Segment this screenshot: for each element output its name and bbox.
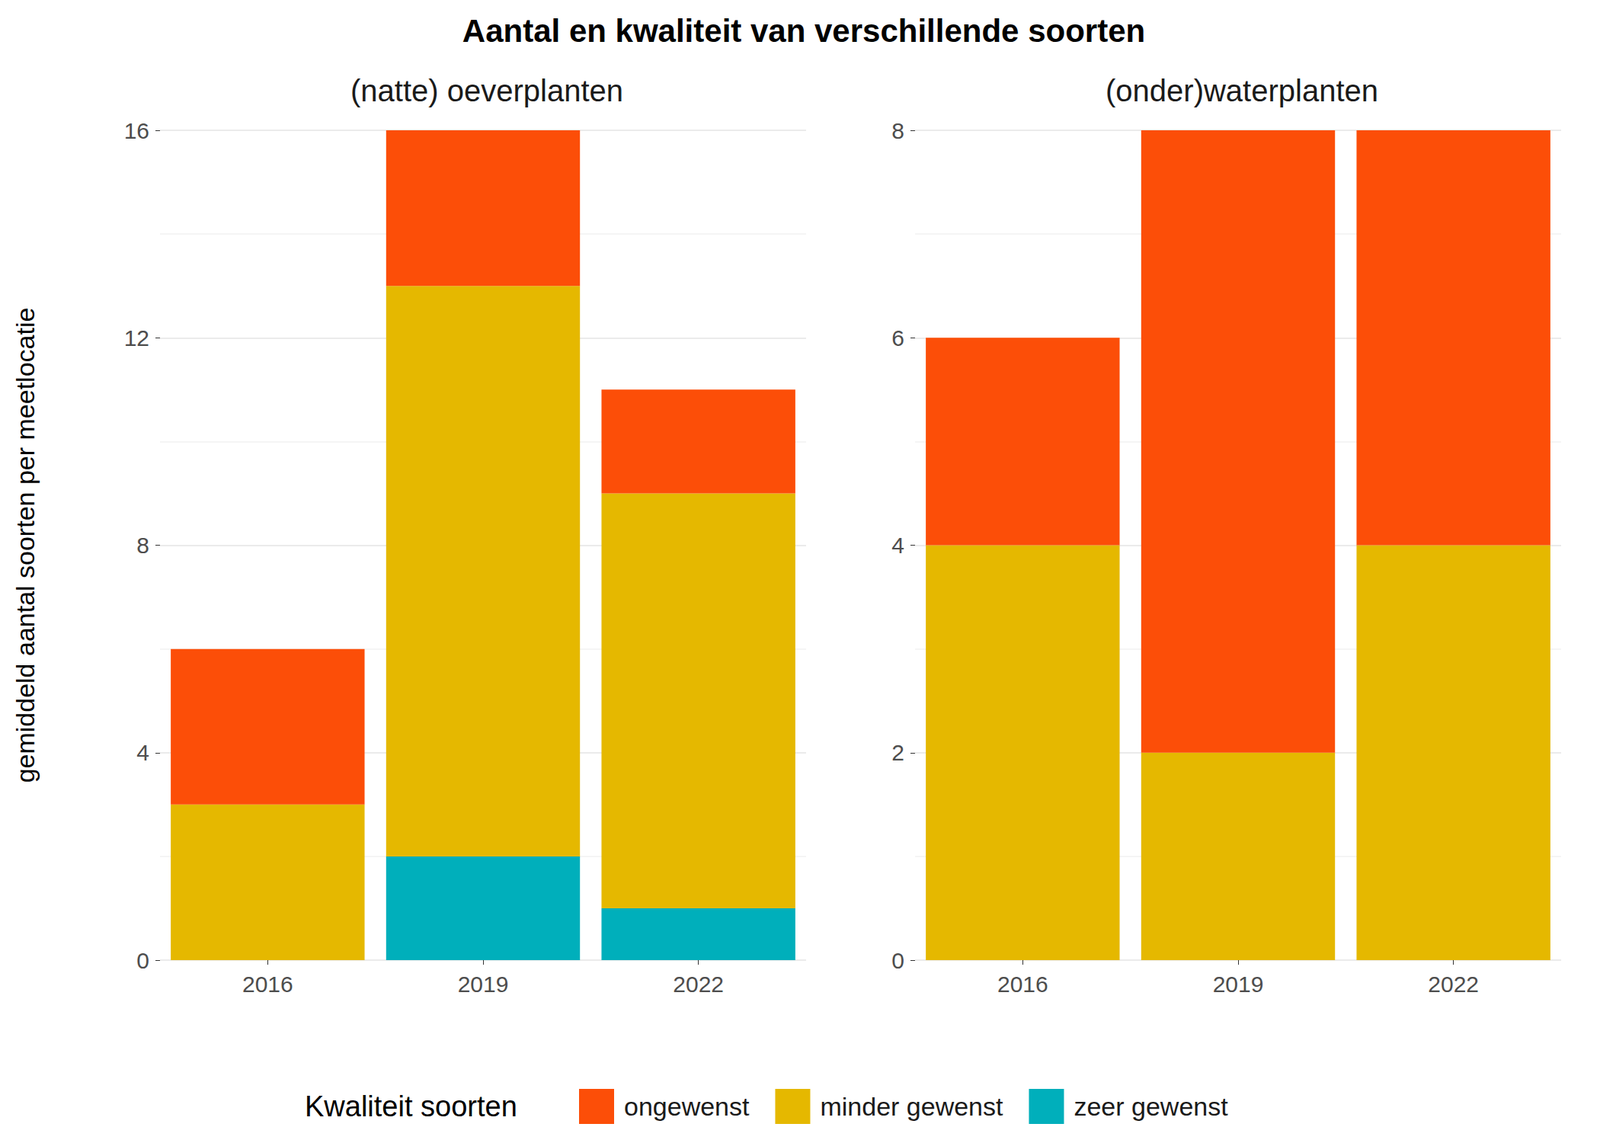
svg-text:2: 2 xyxy=(891,739,905,765)
svg-text:ongewenst: ongewenst xyxy=(624,1091,750,1121)
svg-text:Kwaliteit soorten: Kwaliteit soorten xyxy=(304,1090,518,1123)
svg-text:(onder)waterplanten: (onder)waterplanten xyxy=(1105,73,1379,108)
svg-text:12: 12 xyxy=(124,325,150,351)
svg-text:2022: 2022 xyxy=(1427,971,1479,997)
svg-text:0: 0 xyxy=(136,947,150,973)
svg-text:2019: 2019 xyxy=(1212,971,1264,997)
svg-text:gemiddeld aantal soorten per m: gemiddeld aantal soorten per meetlocatie xyxy=(10,307,40,784)
svg-text:2022: 2022 xyxy=(672,971,724,997)
svg-text:0: 0 xyxy=(891,947,905,973)
svg-text:2016: 2016 xyxy=(997,971,1049,997)
svg-text:(natte) oeverplanten: (natte) oeverplanten xyxy=(350,73,624,108)
svg-text:2016: 2016 xyxy=(242,971,294,997)
svg-text:6: 6 xyxy=(891,325,905,351)
svg-text:8: 8 xyxy=(891,118,905,144)
svg-text:4: 4 xyxy=(136,739,150,765)
svg-text:Aantal en kwaliteit van versch: Aantal en kwaliteit van verschillende so… xyxy=(462,12,1146,49)
svg-text:minder gewenst: minder gewenst xyxy=(819,1091,1004,1121)
svg-text:zeer gewenst: zeer gewenst xyxy=(1073,1091,1229,1121)
svg-text:2019: 2019 xyxy=(457,971,509,997)
svg-text:8: 8 xyxy=(136,532,150,558)
svg-text:16: 16 xyxy=(124,118,150,144)
svg-text:4: 4 xyxy=(891,532,905,558)
